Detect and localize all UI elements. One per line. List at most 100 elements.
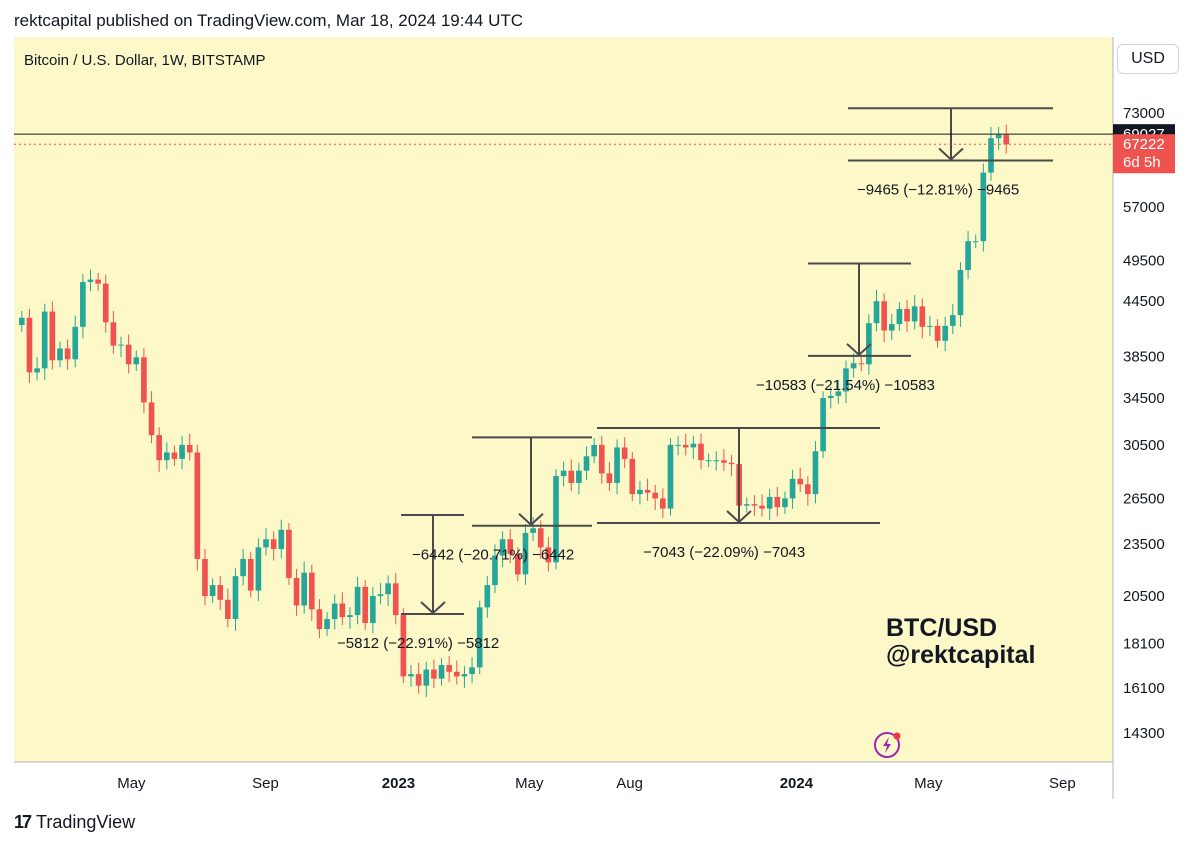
candle-body bbox=[286, 529, 292, 578]
candle-body bbox=[560, 470, 567, 477]
candle-body bbox=[957, 270, 964, 316]
candle-body bbox=[537, 528, 544, 548]
arrow-head-icon bbox=[420, 601, 446, 615]
candle-body bbox=[522, 532, 529, 575]
candle-body bbox=[713, 460, 720, 462]
candle-body bbox=[820, 398, 826, 452]
candle-body bbox=[568, 470, 575, 483]
price-axis[interactable]: 14300 16100 18100 20500 23500 26500 30500 34500… bbox=[1123, 105, 1165, 742]
candle-body bbox=[324, 619, 330, 630]
last-price-label: 67222 bbox=[1123, 136, 1165, 153]
candle-body bbox=[476, 607, 483, 668]
time-tick-label: May bbox=[117, 775, 146, 792]
time-tick-label: Sep bbox=[1049, 775, 1076, 792]
candle-body bbox=[1003, 134, 1010, 145]
candle-body bbox=[881, 301, 887, 331]
candle-body bbox=[331, 603, 338, 620]
candle-body bbox=[293, 577, 300, 606]
candle-body bbox=[453, 671, 460, 677]
arrow-head-icon bbox=[726, 510, 752, 524]
candle-body bbox=[850, 363, 857, 369]
price-tick-label: 23500 bbox=[1123, 536, 1165, 553]
price-markers: 69027672226d 5h bbox=[14, 124, 1175, 174]
candle-body bbox=[782, 498, 788, 508]
price-tick-label: 18100 bbox=[1123, 635, 1165, 652]
arrow-head-icon bbox=[518, 512, 544, 527]
candle-body bbox=[835, 391, 842, 396]
candle-body bbox=[270, 539, 277, 550]
lightning-icon[interactable] bbox=[874, 732, 901, 758]
candle-body bbox=[194, 452, 201, 559]
candle-body bbox=[698, 443, 704, 461]
drawdown-label: −5812 (−22.91%) −5812 bbox=[337, 635, 499, 652]
last-price-label-bg bbox=[1113, 134, 1175, 174]
candle-body bbox=[995, 134, 1002, 139]
annotations-layer: −5812 (−22.91%) −5812 −6442 (−20.71%) −64… bbox=[337, 107, 1053, 652]
candle-body bbox=[370, 596, 376, 623]
candle-body bbox=[80, 282, 86, 327]
candle-body bbox=[965, 241, 971, 271]
candle-body bbox=[949, 315, 956, 326]
candle-body bbox=[667, 444, 674, 509]
candle-body bbox=[354, 586, 361, 616]
candle-body bbox=[41, 311, 48, 369]
candle-body bbox=[400, 615, 407, 677]
drawdown-label: −7043 (−22.09%) −7043 bbox=[643, 544, 805, 561]
candle-body bbox=[896, 308, 903, 325]
candle-body bbox=[759, 505, 765, 509]
candle-body bbox=[591, 444, 597, 457]
candle-body bbox=[392, 583, 399, 616]
candle-body bbox=[26, 317, 33, 373]
candle-body bbox=[57, 348, 63, 361]
candle-body bbox=[598, 444, 605, 474]
candle-body bbox=[675, 444, 681, 446]
candle-body bbox=[118, 344, 124, 346]
candle-body bbox=[705, 460, 712, 462]
currency-button[interactable]: USD bbox=[1117, 44, 1179, 74]
candle-body bbox=[873, 301, 880, 324]
candle-body bbox=[843, 368, 849, 392]
candle-body bbox=[980, 172, 987, 242]
candle-body bbox=[934, 325, 941, 341]
candle-body bbox=[812, 451, 819, 495]
tradingview-logo[interactable]: 17 TradingView bbox=[14, 812, 135, 833]
candle-body bbox=[179, 444, 185, 459]
candle-body bbox=[408, 674, 414, 677]
candle-body bbox=[163, 452, 170, 461]
candle-body bbox=[690, 443, 697, 448]
candle-body bbox=[515, 553, 521, 575]
price-tick-label: 44500 bbox=[1123, 293, 1165, 310]
time-axis[interactable]: May Sep 2023 May Aug 2024 May Sep bbox=[117, 775, 1076, 792]
candle-body bbox=[751, 504, 758, 506]
symbol-title: Bitcoin / U.S. Dollar, 1W, BITSTAMP bbox=[24, 52, 265, 69]
time-tick-label: 2024 bbox=[780, 775, 814, 792]
candle-body bbox=[507, 539, 514, 554]
candle-body bbox=[209, 585, 216, 597]
candle-body bbox=[545, 547, 552, 563]
candle-body bbox=[499, 539, 506, 556]
candle-body bbox=[255, 547, 262, 591]
candle-body bbox=[621, 447, 628, 459]
price-tick-label: 34500 bbox=[1123, 390, 1165, 407]
candle-body bbox=[484, 585, 491, 608]
candle-body bbox=[247, 558, 254, 591]
watermark-pair: BTC/USD bbox=[886, 614, 997, 642]
candle-body bbox=[789, 478, 796, 499]
candle-body bbox=[797, 478, 804, 485]
candle-body bbox=[942, 325, 949, 341]
candle-body bbox=[774, 496, 781, 508]
candle-body bbox=[49, 311, 56, 361]
candle-body bbox=[919, 306, 926, 327]
candle-body bbox=[682, 444, 689, 448]
tradingview-logo-text: TradingView bbox=[36, 812, 136, 832]
candle-body bbox=[18, 317, 25, 326]
candle-body bbox=[64, 348, 71, 360]
drawdown-label: −9465 (−12.81%) −9465 bbox=[857, 181, 1019, 198]
candle-body bbox=[446, 665, 452, 672]
candle-body bbox=[911, 306, 918, 322]
publish-info: rektcapital published on TradingView.com… bbox=[14, 11, 524, 30]
time-tick-label: May bbox=[515, 775, 544, 792]
candle-body bbox=[385, 583, 391, 595]
candle-body bbox=[110, 322, 117, 346]
